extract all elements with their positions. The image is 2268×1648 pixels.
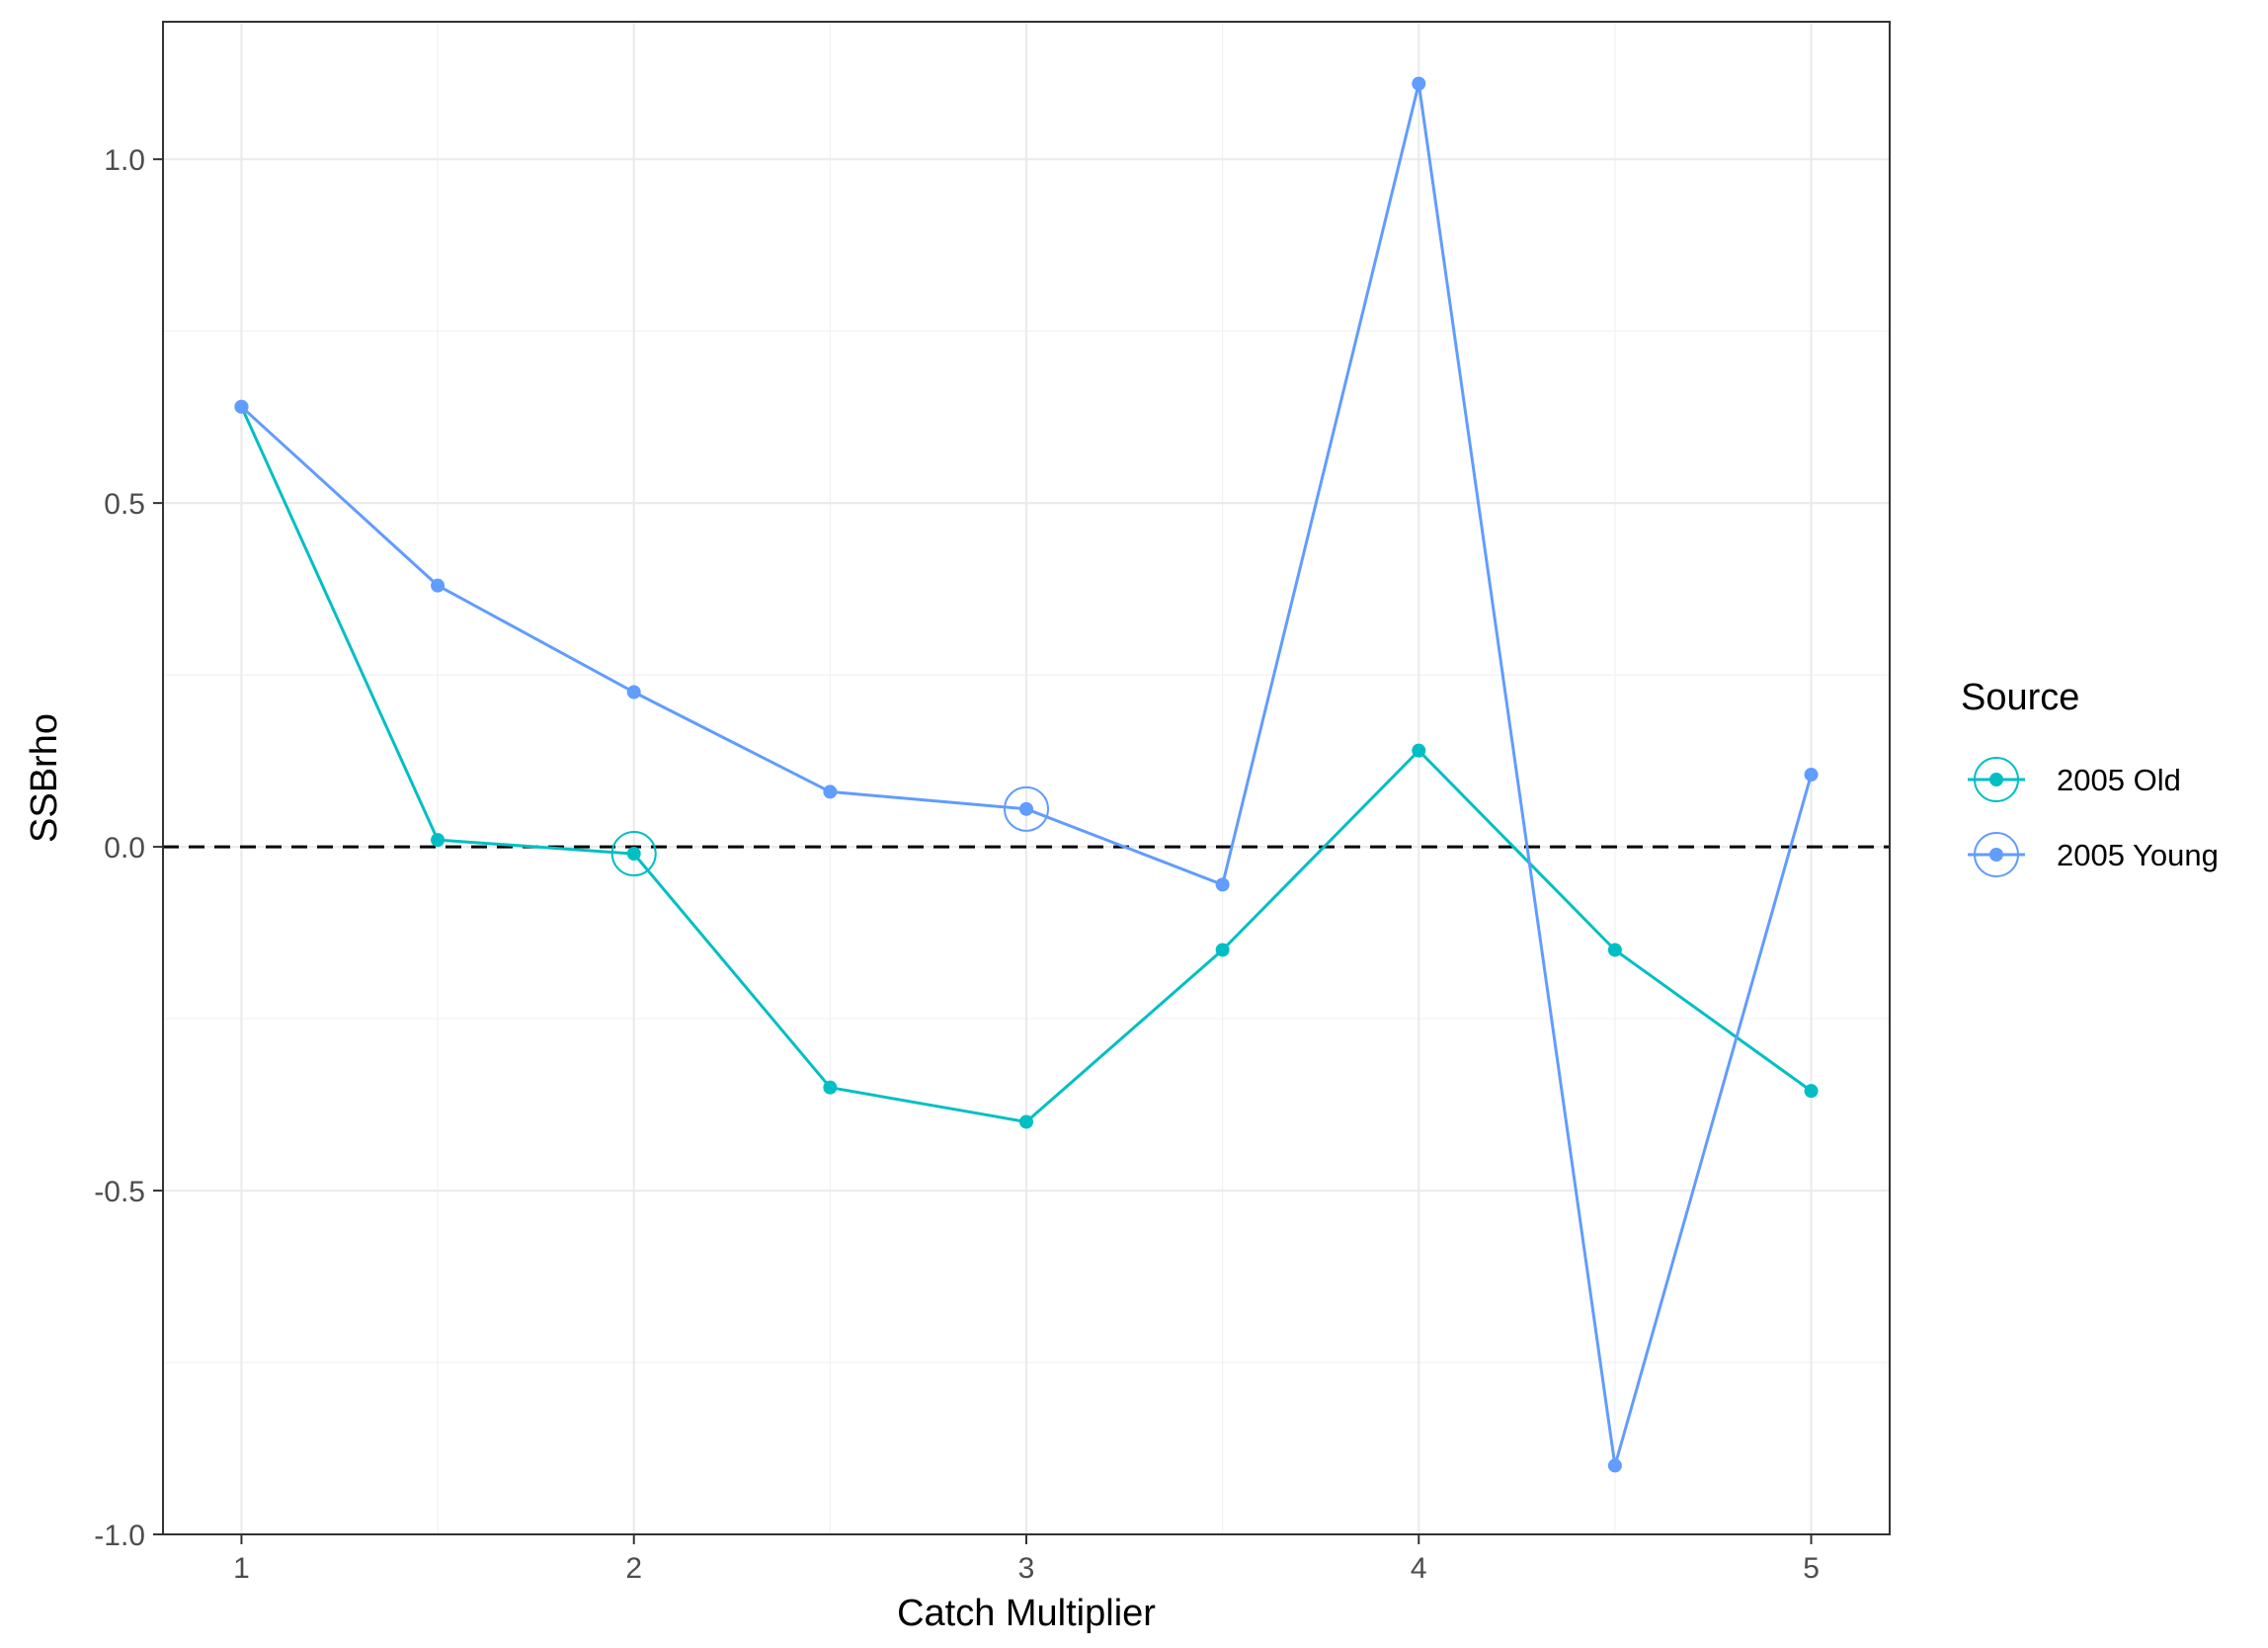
tick-labels: 1 2 3 4 5 -1.0 -0.5 0.0 0.5 1.0 — [94, 144, 1820, 1585]
x-tick-label: 5 — [1803, 1552, 1820, 1585]
legend-items: 2005 Old 2005 Young — [1968, 757, 2219, 877]
series-1 — [234, 399, 1819, 1129]
legend-key-point — [1989, 848, 2003, 862]
data-point — [1412, 76, 1426, 91]
y-tick-label: 1.0 — [104, 144, 145, 177]
highlight-ring — [610, 831, 657, 877]
legend-key-ring — [1974, 757, 2019, 802]
y-tick-label: -1.0 — [94, 1520, 145, 1552]
data-point — [431, 578, 446, 593]
data-point — [1412, 743, 1426, 758]
data-point — [1804, 768, 1819, 783]
legend-item: 2005 Old — [1968, 757, 2181, 802]
x-axis-title: Catch Multiplier — [897, 1593, 1156, 1634]
data-point — [626, 847, 641, 862]
legend-title: Source — [1961, 677, 2079, 718]
data-point — [1215, 943, 1230, 957]
axis-ticks — [153, 158, 1813, 1544]
legend-label: 2005 Old — [2057, 763, 2181, 797]
data-point — [823, 784, 838, 799]
data-point — [1019, 1114, 1033, 1129]
y-tick-label: -0.5 — [94, 1176, 145, 1208]
legend-key-ring — [1974, 832, 2019, 877]
data-point — [431, 833, 446, 848]
data-point — [1607, 1458, 1622, 1473]
legend-label: 2005 Young — [2057, 838, 2219, 872]
x-tick-label: 3 — [1018, 1552, 1035, 1585]
data-point — [1607, 943, 1622, 957]
data-point — [1804, 1084, 1819, 1099]
legend: Source 2005 Old 2005 Young — [1961, 677, 2219, 877]
x-tick-label: 1 — [233, 1552, 250, 1585]
highlight-ring — [1004, 785, 1049, 832]
x-tick-label: 2 — [625, 1552, 642, 1585]
data-point — [823, 1080, 838, 1095]
data-point — [626, 685, 641, 700]
y-tick-label: 0.0 — [104, 832, 145, 865]
legend-key-point — [1989, 773, 2003, 786]
data-point — [1215, 877, 1230, 892]
y-axis-title: SSBrho — [24, 713, 65, 843]
series-layer — [234, 76, 1819, 1473]
y-tick-label: 0.5 — [104, 488, 145, 521]
series-2 — [234, 76, 1819, 1473]
data-point — [234, 399, 249, 414]
legend-item: 2005 Young — [1968, 832, 2219, 877]
x-tick-label: 4 — [1411, 1552, 1427, 1585]
data-point — [1019, 801, 1033, 816]
